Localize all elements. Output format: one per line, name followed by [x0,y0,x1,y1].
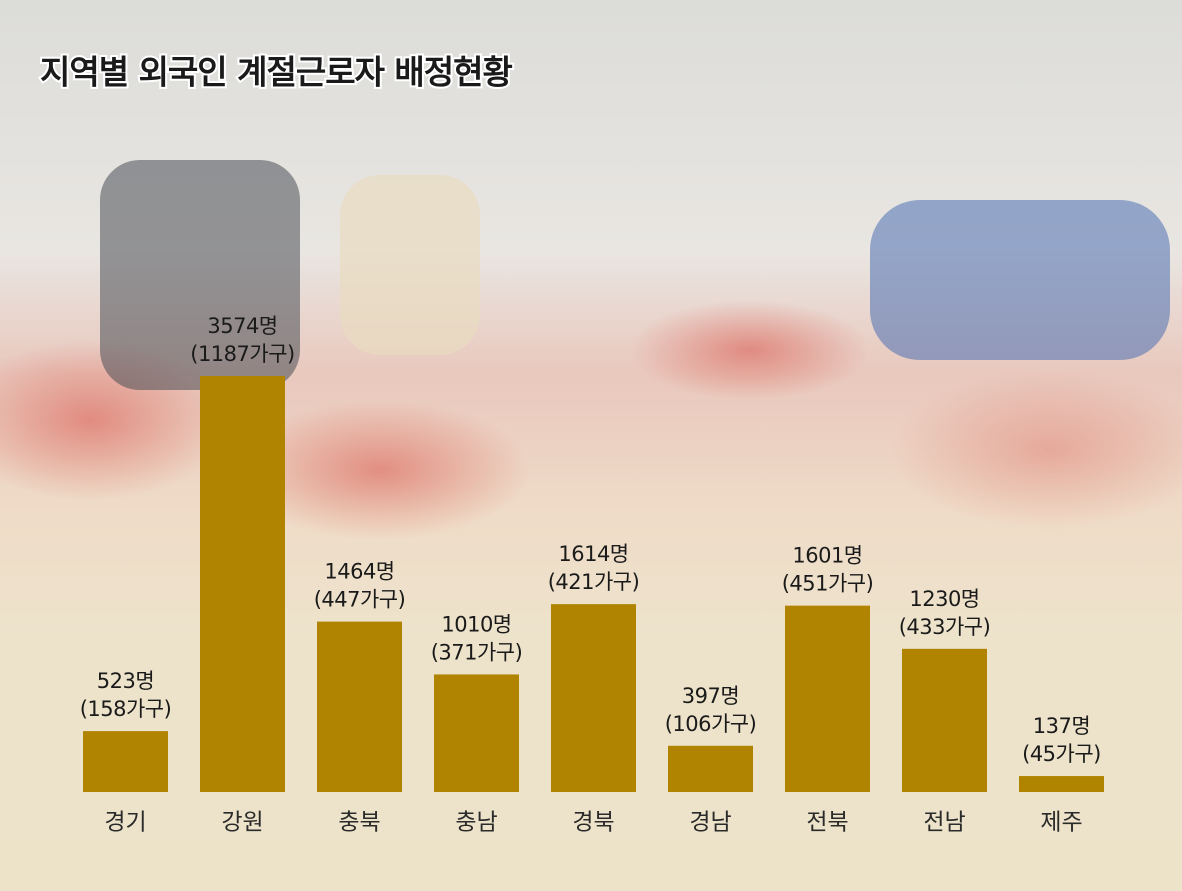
x-tick-label: 전북 [806,810,848,836]
bar [434,674,519,792]
household-label: (158가구) [80,697,172,721]
household-label: (45가구) [1022,742,1101,766]
value-label: 137명 [1033,714,1090,738]
bar [317,621,402,792]
household-label: (421가구) [548,570,640,594]
bar [785,605,870,792]
value-label: 1601명 [792,544,862,568]
value-label: 3574명 [207,314,277,338]
bar [668,745,753,792]
value-label: 397명 [682,684,739,708]
x-tick-label: 충북 [338,810,380,836]
x-tick-label: 제주 [1040,810,1082,836]
value-label: 1230명 [909,587,979,611]
value-label: 1614명 [558,542,628,566]
bar [551,604,636,792]
bar [1019,776,1104,792]
x-tick-label: 경북 [572,810,614,836]
bar [902,648,987,792]
household-label: (371가구) [431,640,523,664]
photo-decoration [0,160,1182,540]
x-tick-label: 강원 [221,810,263,836]
x-tick-label: 경기 [104,810,146,836]
household-label: (106가구) [665,712,757,736]
bar [200,376,285,792]
household-label: (451가구) [782,572,874,596]
household-label: (433가구) [899,615,991,639]
household-label: (447가구) [314,588,406,612]
bar [83,731,168,792]
x-tick-label: 충남 [455,810,497,836]
x-tick-label: 전남 [923,810,965,836]
value-label: 523명 [97,669,154,693]
value-label: 1464명 [324,560,394,584]
household-label: (1187가구) [190,342,294,366]
value-label: 1010명 [441,612,511,636]
x-tick-label: 경남 [689,810,731,836]
chart-title: 지역별 외국인 계절근로자 배정현황 [40,53,513,92]
